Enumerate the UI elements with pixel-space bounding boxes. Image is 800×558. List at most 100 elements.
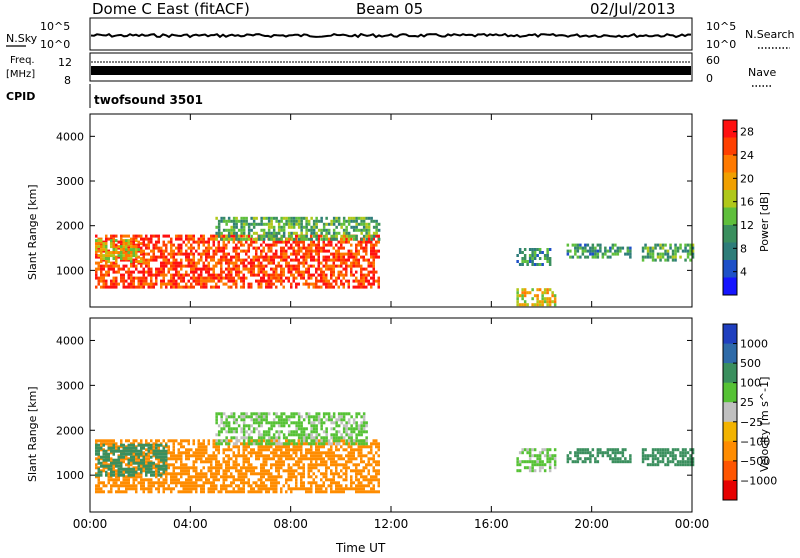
data-cell [287,264,290,268]
data-cell [347,222,351,226]
data-cell [235,255,238,259]
data-cell [152,484,155,488]
data-cell [140,475,143,479]
data-cell [290,412,293,416]
data-cell [347,219,351,223]
data-cell [300,475,303,479]
data-cell [147,457,150,461]
data-cell [546,254,549,257]
data-cell [242,267,245,271]
data-cell [180,252,183,256]
data-cell [245,430,248,434]
data-cell [280,249,283,253]
data-cell [357,448,360,452]
data-cell [330,234,333,238]
data-cell [215,252,218,256]
data-cell [290,258,293,262]
data-cell [362,466,365,470]
data-cell [110,254,113,258]
data-cell [177,285,180,289]
data-cell [340,457,343,461]
data-cell [167,267,170,271]
data-cell [332,457,335,461]
data-cell [312,439,316,443]
data-cell [325,282,328,286]
data-cell [332,222,336,226]
data-cell [195,282,198,286]
data-cell [310,466,313,470]
cpid-label: CPID [6,90,35,103]
data-cell [287,261,290,265]
data-cell [180,279,183,283]
data-cell [272,225,276,229]
data-cell [177,490,180,494]
data-cell [170,261,173,265]
data-cell [232,231,236,235]
data-cell [200,252,203,256]
data-cell [292,246,295,250]
data-cell [342,240,345,244]
data-cell [162,461,165,465]
data-cell [105,464,108,468]
data-cell [270,481,273,485]
data-cell [362,285,365,289]
data-cell [257,478,260,482]
data-cell [97,239,100,243]
data-cell [377,237,381,241]
data-cell [277,264,280,268]
data-cell [375,490,378,494]
data-cell [115,481,118,485]
data-cell [292,276,295,280]
data-cell [295,285,298,289]
data-cell [122,460,125,464]
data-cell [257,487,260,491]
data-cell [267,234,271,238]
data-cell [197,240,200,244]
data-cell [287,418,291,422]
data-cell [105,452,108,456]
data-cell [187,237,190,241]
data-cell [277,279,280,283]
data-cell [277,261,280,265]
data-cell [105,234,108,238]
data-cell [187,439,190,443]
data-cell [362,427,366,431]
data-cell [365,424,368,428]
data-cell [130,251,133,255]
data-cell [357,433,361,437]
data-cell [150,273,153,277]
data-cell [262,255,265,259]
data-cell [197,451,200,455]
data-cell [107,472,110,476]
data-cell [160,449,163,453]
data-cell [352,421,356,425]
data-cell [222,478,225,482]
data-cell [360,276,363,280]
data-cell [180,451,183,455]
data-cell [674,448,677,452]
data-cell [300,421,303,425]
data-cell [310,460,313,464]
data-cell [275,421,278,425]
data-cell [347,249,350,253]
data-cell [287,451,290,455]
data-cell [230,466,233,470]
data-cell [606,448,610,452]
data-cell [337,246,340,250]
data-cell [315,424,318,428]
data-cell [518,294,522,298]
data-cell [102,455,105,459]
data-cell [370,282,373,286]
data-cell [370,270,373,274]
data-cell [536,463,539,467]
data-cell [330,457,333,461]
data-cell [187,478,190,482]
data-cell [102,276,105,280]
data-cell [167,472,170,476]
data-cell [187,472,190,476]
data-cell [202,484,205,488]
data-cell [187,481,190,485]
data-cell [177,451,180,455]
data-cell [566,243,570,247]
data-cell [157,470,160,474]
